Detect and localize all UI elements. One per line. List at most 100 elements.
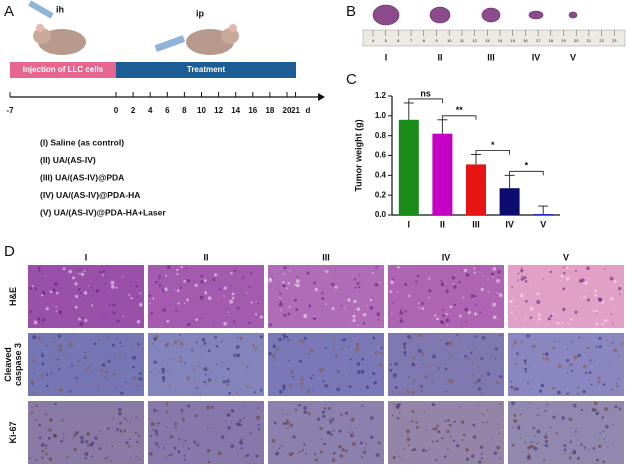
- histology-texture: [341, 448, 345, 452]
- histology-texture: [75, 376, 78, 380]
- histology-image: [508, 401, 624, 464]
- significance-label: ns: [420, 88, 431, 98]
- histology-texture: [268, 323, 272, 327]
- y-tick-label: 0.0: [375, 210, 387, 219]
- histology-texture: [620, 342, 624, 346]
- histology-texture: [227, 425, 231, 430]
- histology-texture: [312, 374, 315, 377]
- histology-texture: [356, 307, 361, 311]
- x-tick-label: II: [440, 219, 445, 229]
- histology-texture: [523, 275, 527, 280]
- histology-texture: [569, 363, 573, 367]
- histology-texture: [604, 407, 609, 412]
- histology-texture: [283, 266, 287, 270]
- histology-texture: [83, 356, 87, 360]
- histology-texture: [574, 270, 577, 273]
- histology-texture: [229, 299, 234, 304]
- histology-texture: [420, 359, 422, 361]
- histology-texture: [428, 289, 432, 293]
- row-label: Cleavedcaspase 3: [3, 343, 23, 386]
- histology-texture: [84, 451, 89, 456]
- histology-texture: [610, 388, 614, 391]
- histology-texture: [338, 444, 342, 449]
- histology-texture: [110, 285, 115, 289]
- histology-texture: [221, 340, 223, 343]
- histology-texture: [487, 278, 489, 281]
- histology-texture: [392, 302, 394, 304]
- histology-texture: [358, 285, 361, 289]
- histology-texture: [617, 354, 620, 357]
- histology-texture: [79, 291, 82, 294]
- histology-texture: [570, 369, 573, 373]
- histology-texture: [282, 384, 286, 389]
- histology-texture: [436, 317, 440, 321]
- histology-texture: [529, 444, 534, 449]
- histology-texture: [520, 277, 524, 281]
- histology-texture: [470, 454, 475, 459]
- histology-texture: [417, 302, 420, 305]
- histology-texture: [295, 308, 299, 312]
- histology-texture: [499, 457, 502, 460]
- histology-texture: [365, 443, 367, 445]
- histology-texture: [551, 386, 556, 390]
- histology-texture: [239, 336, 243, 340]
- histology-texture: [517, 279, 519, 281]
- histology-texture: [162, 379, 166, 383]
- histology-texture: [225, 420, 227, 423]
- histology-texture: [547, 317, 551, 321]
- histology-texture: [307, 352, 311, 356]
- histology-texture: [227, 311, 230, 313]
- phase-bar: [116, 62, 296, 78]
- histology-texture: [437, 365, 441, 369]
- histology-texture: [582, 389, 586, 394]
- histology-texture: [41, 449, 45, 453]
- histology-texture: [303, 443, 306, 447]
- histology-texture: [538, 389, 543, 393]
- y-tick-label: 1.0: [375, 111, 387, 120]
- histology-texture: [236, 353, 240, 358]
- histology-texture: [278, 302, 283, 307]
- histology-texture: [319, 335, 322, 337]
- histology-texture: [593, 401, 598, 406]
- histology-texture: [153, 336, 158, 341]
- histology-texture: [443, 282, 446, 285]
- histology-texture: [470, 294, 475, 298]
- tumor: [568, 11, 578, 19]
- histology-texture: [339, 454, 344, 458]
- histology-texture: [439, 339, 442, 342]
- histology-texture: [182, 444, 185, 447]
- histology-texture: [520, 268, 524, 273]
- histology-texture: [531, 344, 536, 349]
- histology-texture: [524, 362, 527, 365]
- histology-texture: [272, 344, 277, 349]
- histology-image: [148, 265, 264, 328]
- histology-texture: [152, 297, 155, 300]
- histology-image: [508, 265, 624, 328]
- histology-texture: [611, 341, 615, 345]
- histology-texture: [87, 355, 89, 358]
- histology-texture: [196, 443, 200, 447]
- histology-texture: [411, 362, 416, 367]
- histology-texture: [424, 374, 428, 379]
- histology-texture: [526, 446, 531, 450]
- histology-texture: [438, 368, 440, 370]
- histology-texture: [324, 384, 328, 388]
- histology-texture: [524, 371, 527, 373]
- histology-texture: [278, 337, 282, 342]
- histology-texture: [365, 385, 369, 389]
- histology-texture: [155, 280, 158, 284]
- histology-texture: [379, 351, 382, 355]
- histology-texture: [398, 412, 401, 414]
- histology-texture: [428, 296, 431, 299]
- histology-texture: [595, 312, 598, 314]
- histology-texture: [204, 373, 207, 376]
- histology-texture: [183, 279, 186, 283]
- histology-texture: [499, 402, 502, 405]
- histology-texture: [54, 282, 58, 287]
- histology-texture: [479, 311, 482, 314]
- histology-texture: [50, 372, 53, 375]
- bar: [398, 119, 419, 215]
- histology-texture: [567, 323, 570, 326]
- histology-texture: [396, 417, 400, 420]
- histology-texture: [169, 434, 174, 439]
